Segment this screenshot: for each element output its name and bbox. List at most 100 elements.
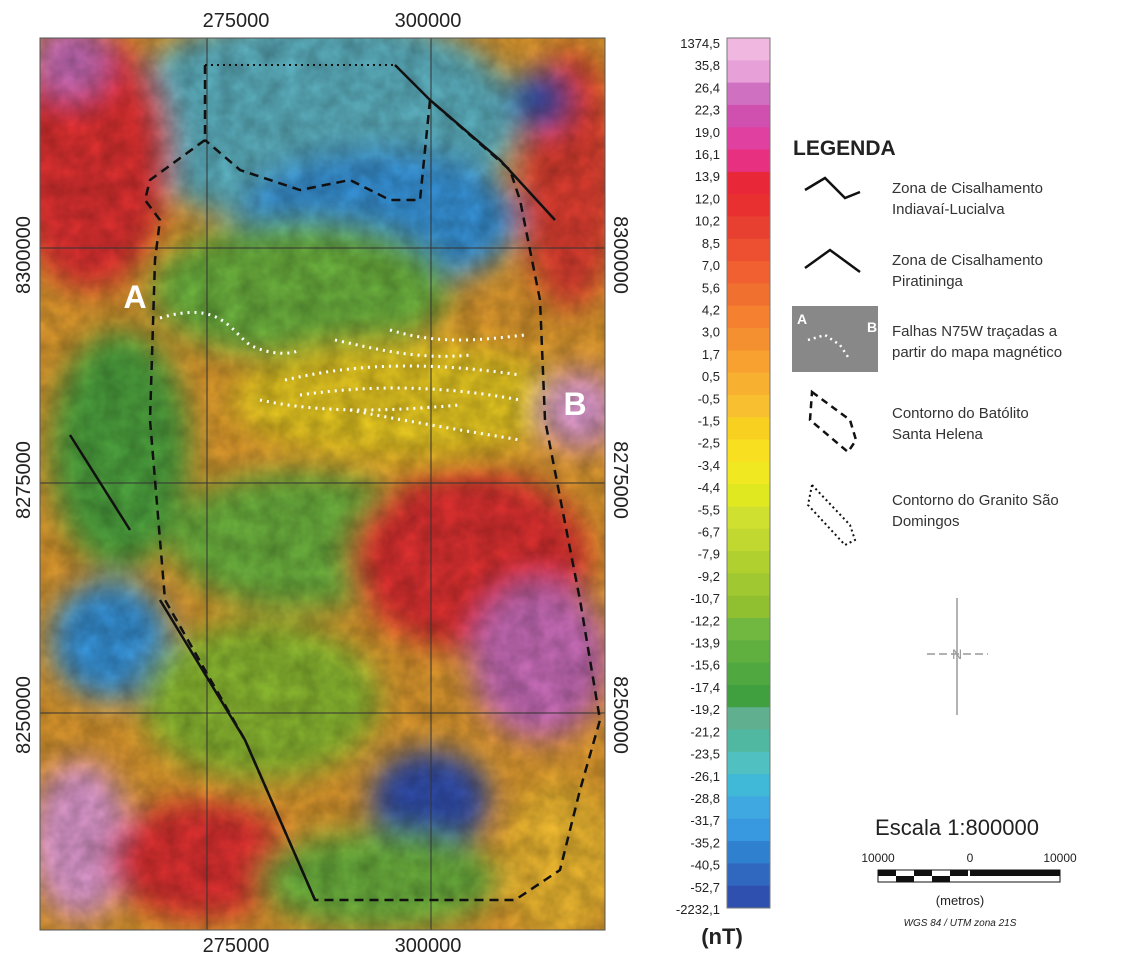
colorbar-label: -26,1 — [690, 769, 720, 784]
colorbar-label: 10,2 — [695, 214, 720, 229]
colorbar-label: -17,4 — [690, 680, 720, 695]
scale-tick: 0 — [967, 851, 974, 865]
colorbar-label: -35,2 — [690, 835, 720, 850]
colorbar-label: 13,9 — [695, 169, 720, 184]
profile-label: A — [123, 279, 146, 315]
colorbar-segment — [727, 150, 770, 173]
colorbar-segment — [727, 596, 770, 619]
figure: A B 275000 300000 275000 300000 8300000 … — [0, 0, 1136, 955]
colorbar-label: -23,5 — [690, 747, 720, 762]
legend-text: Zona de Cisalhamento — [892, 252, 1043, 269]
legend-icons — [792, 178, 878, 545]
colorbar-segment — [727, 462, 770, 485]
colorbar-segment — [727, 685, 770, 708]
colorbar-label: -2232,1 — [676, 902, 720, 917]
colorbar-label: 0,5 — [702, 369, 720, 384]
colorbar-label: -6,7 — [698, 525, 720, 540]
projection: WGS 84 / UTM zona 21S — [904, 918, 1017, 929]
colorbar-segment — [727, 640, 770, 663]
colorbar: 1374,535,826,422,319,016,113,912,010,28,… — [676, 36, 770, 917]
colorbar-label: 4,2 — [702, 302, 720, 317]
colorbar-segment — [727, 328, 770, 351]
colorbar-segment — [727, 506, 770, 529]
colorbar-segment — [727, 707, 770, 730]
scale-unit: (metros) — [936, 893, 984, 908]
colorbar-label: -12,2 — [690, 613, 720, 628]
colorbar-label: -31,7 — [690, 813, 720, 828]
y-label-left: 8275000 — [13, 441, 35, 519]
colorbar-label: 1374,5 — [680, 36, 720, 51]
colorbar-segment — [727, 83, 770, 106]
colorbar-segment — [727, 283, 770, 306]
x-label-top: 300000 — [395, 10, 462, 32]
colorbar-label: 12,0 — [695, 191, 720, 206]
scale-tick: 10000 — [1043, 851, 1077, 865]
colorbar-segment — [727, 730, 770, 753]
x-label-top: 275000 — [203, 10, 270, 32]
colorbar-label: -21,2 — [690, 724, 720, 739]
colorbar-label: -5,5 — [698, 502, 720, 517]
colorbar-segment — [727, 306, 770, 329]
scale-tick: 10000 — [861, 851, 895, 865]
north-label: N — [952, 646, 962, 662]
colorbar-segment — [727, 796, 770, 819]
colorbar-unit: (nT) — [701, 924, 743, 949]
legend-text: partir do mapa magnético — [892, 344, 1062, 361]
colorbar-label: 7,0 — [702, 258, 720, 273]
y-label-right: 8275000 — [609, 441, 631, 519]
legend-text: Zona de Cisalhamento — [892, 180, 1043, 197]
profile-label: B — [563, 386, 586, 422]
colorbar-segment — [727, 261, 770, 284]
colorbar-segment — [727, 350, 770, 373]
colorbar-label: -10,7 — [690, 591, 720, 606]
colorbar-segment — [727, 819, 770, 842]
colorbar-label: 1,7 — [702, 347, 720, 362]
legend-text: Santa Helena — [892, 426, 984, 443]
colorbar-label: -52,7 — [690, 880, 720, 895]
y-label-left: 8250000 — [13, 676, 35, 754]
y-label-left: 8300000 — [13, 216, 35, 294]
colorbar-label: 16,1 — [695, 147, 720, 162]
colorbar-segment — [727, 239, 770, 262]
colorbar-label: -3,4 — [698, 458, 720, 473]
colorbar-segment — [727, 38, 770, 61]
colorbar-label: 22,3 — [695, 103, 720, 118]
colorbar-segment — [727, 440, 770, 463]
x-label-bottom: 275000 — [203, 935, 270, 955]
legend-text: Domingos — [892, 513, 960, 530]
colorbar-label: -0,5 — [698, 391, 720, 406]
colorbar-segment — [727, 618, 770, 641]
colorbar-segment — [727, 172, 770, 195]
colorbar-segment — [727, 551, 770, 574]
colorbar-segment — [727, 373, 770, 396]
legend-text: Contorno do Granito São — [892, 492, 1059, 509]
colorbar-segment — [727, 216, 770, 239]
colorbar-segment — [727, 752, 770, 775]
legend-items: Zona de Cisalhamento Indiavaí-Lucialva Zon… — [892, 180, 1062, 530]
colorbar-segment — [727, 127, 770, 150]
colorbar-label: -4,4 — [698, 480, 720, 495]
colorbar-label: 19,0 — [695, 125, 720, 140]
legend-title: LEGENDA — [793, 137, 896, 160]
colorbar-segment — [727, 841, 770, 864]
colorbar-segment — [727, 60, 770, 83]
colorbar-label: -7,9 — [698, 547, 720, 562]
colorbar-label: -15,6 — [690, 658, 720, 673]
y-label-right: 8300000 — [609, 216, 631, 294]
colorbar-segment — [727, 529, 770, 552]
colorbar-segment — [727, 417, 770, 440]
colorbar-label: 5,6 — [702, 280, 720, 295]
colorbar-segment — [727, 886, 770, 909]
legend-text: Contorno do Batólito — [892, 405, 1029, 422]
magnetic-map — [10, 10, 620, 940]
colorbar-label: -13,9 — [690, 636, 720, 651]
colorbar-label: 3,0 — [702, 325, 720, 340]
colorbar-segment — [727, 484, 770, 507]
colorbar-segment — [727, 194, 770, 217]
legend-icon-label: B — [867, 319, 877, 335]
colorbar-label: -1,5 — [698, 413, 720, 428]
colorbar-label: 35,8 — [695, 58, 720, 73]
colorbar-label: -40,5 — [690, 858, 720, 873]
legend-text: Indiavaí-Lucialva — [892, 201, 1005, 218]
colorbar-label: -28,8 — [690, 791, 720, 806]
